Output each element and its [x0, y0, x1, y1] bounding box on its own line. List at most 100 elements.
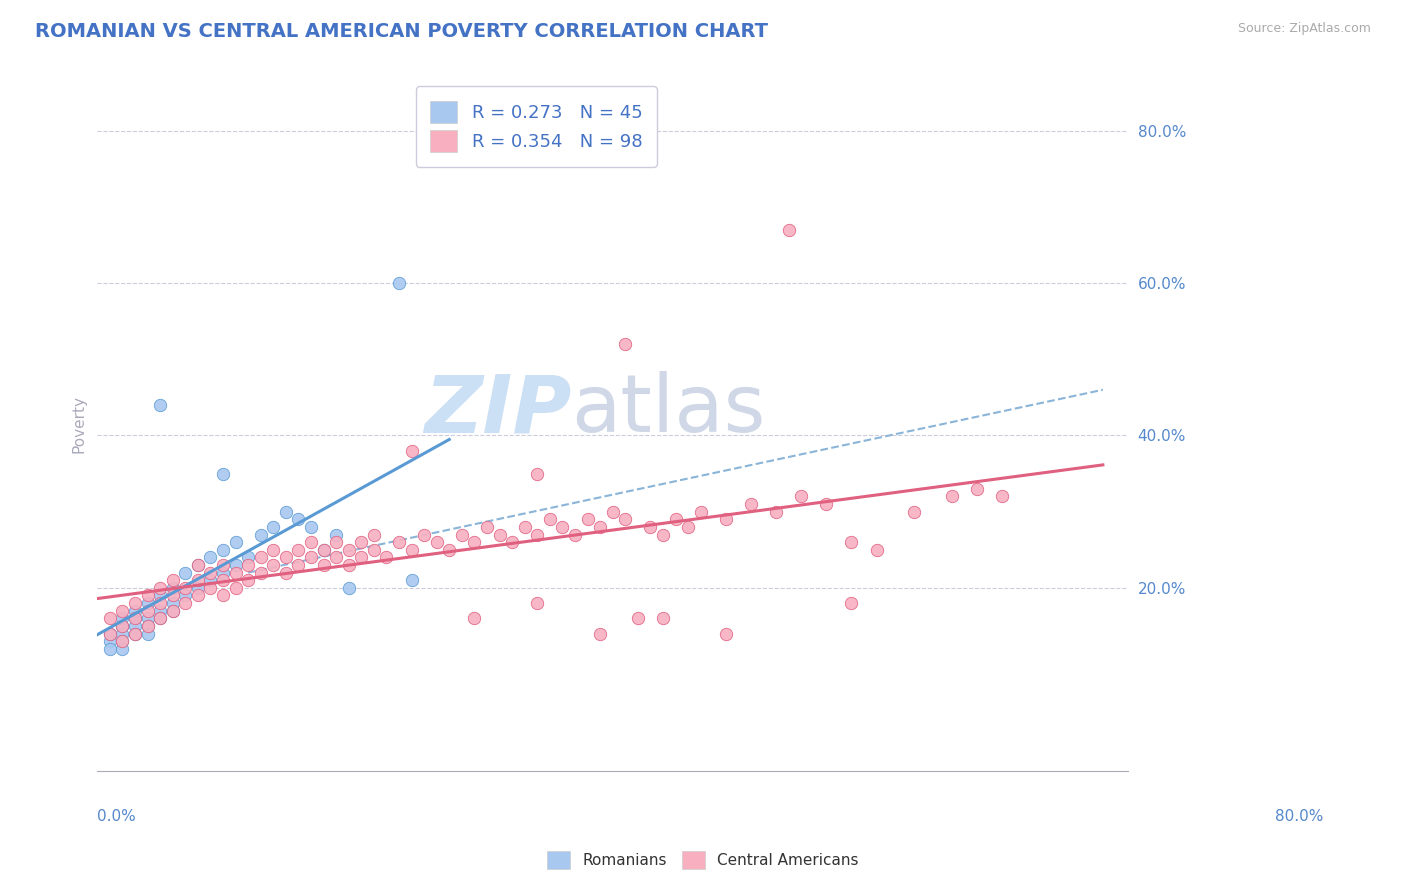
Point — [991, 490, 1014, 504]
Point — [238, 574, 260, 588]
Point — [287, 512, 309, 526]
Point — [790, 490, 813, 504]
Point — [614, 337, 637, 351]
Point — [162, 604, 184, 618]
Point — [249, 527, 271, 541]
Point — [388, 276, 411, 290]
Point — [337, 558, 360, 572]
Y-axis label: Poverty: Poverty — [72, 395, 86, 453]
Point — [136, 619, 159, 633]
Point — [212, 566, 235, 580]
Point — [450, 527, 472, 541]
Point — [136, 611, 159, 625]
Text: 80.0%: 80.0% — [1275, 809, 1323, 824]
Point — [526, 527, 548, 541]
Point — [149, 604, 172, 618]
Legend: R = 0.273   N = 45, R = 0.354   N = 98: R = 0.273 N = 45, R = 0.354 N = 98 — [416, 87, 657, 167]
Point — [238, 550, 260, 565]
Point — [337, 542, 360, 557]
Point — [98, 626, 121, 640]
Point — [111, 626, 134, 640]
Point — [426, 535, 449, 549]
Point — [765, 505, 787, 519]
Point — [274, 505, 297, 519]
Point — [602, 505, 624, 519]
Point — [363, 527, 385, 541]
Point — [187, 581, 209, 595]
Point — [475, 520, 498, 534]
Point — [124, 619, 146, 633]
Point — [212, 558, 235, 572]
Point — [337, 581, 360, 595]
Point — [778, 223, 800, 237]
Point — [299, 550, 322, 565]
Point — [841, 535, 863, 549]
Point — [589, 626, 612, 640]
Point — [401, 443, 423, 458]
Point — [312, 542, 335, 557]
Point — [312, 542, 335, 557]
Point — [714, 512, 737, 526]
Point — [225, 535, 247, 549]
Point — [249, 550, 271, 565]
Point — [463, 535, 485, 549]
Point — [225, 566, 247, 580]
Point — [124, 611, 146, 625]
Point — [350, 550, 373, 565]
Point — [111, 619, 134, 633]
Point — [564, 527, 586, 541]
Point — [162, 574, 184, 588]
Point — [200, 574, 222, 588]
Point — [174, 589, 197, 603]
Legend: Romanians, Central Americans: Romanians, Central Americans — [541, 845, 865, 875]
Point — [111, 604, 134, 618]
Point — [401, 574, 423, 588]
Point — [124, 611, 146, 625]
Point — [299, 535, 322, 549]
Point — [614, 512, 637, 526]
Point — [262, 558, 284, 572]
Point — [162, 604, 184, 618]
Point — [401, 542, 423, 557]
Point — [576, 512, 599, 526]
Text: ROMANIAN VS CENTRAL AMERICAN POVERTY CORRELATION CHART: ROMANIAN VS CENTRAL AMERICAN POVERTY COR… — [35, 22, 768, 41]
Point — [652, 527, 675, 541]
Point — [136, 619, 159, 633]
Point — [488, 527, 510, 541]
Point — [149, 398, 172, 412]
Point — [149, 596, 172, 610]
Point — [136, 596, 159, 610]
Point — [350, 535, 373, 549]
Point — [174, 566, 197, 580]
Point — [865, 542, 887, 557]
Text: atlas: atlas — [571, 371, 766, 450]
Point — [149, 589, 172, 603]
Point — [941, 490, 963, 504]
Point — [225, 581, 247, 595]
Point — [363, 542, 385, 557]
Point — [551, 520, 574, 534]
Point — [714, 626, 737, 640]
Text: 0.0%: 0.0% — [97, 809, 136, 824]
Point — [299, 520, 322, 534]
Point — [325, 527, 347, 541]
Point — [274, 550, 297, 565]
Point — [200, 566, 222, 580]
Point — [149, 581, 172, 595]
Point — [136, 604, 159, 618]
Point — [136, 589, 159, 603]
Point — [538, 512, 561, 526]
Point — [325, 550, 347, 565]
Point — [98, 626, 121, 640]
Point — [124, 626, 146, 640]
Point — [98, 641, 121, 656]
Point — [225, 558, 247, 572]
Point — [375, 550, 398, 565]
Point — [187, 574, 209, 588]
Point — [111, 634, 134, 648]
Point — [262, 542, 284, 557]
Point — [124, 626, 146, 640]
Point — [136, 626, 159, 640]
Point — [124, 596, 146, 610]
Point — [903, 505, 925, 519]
